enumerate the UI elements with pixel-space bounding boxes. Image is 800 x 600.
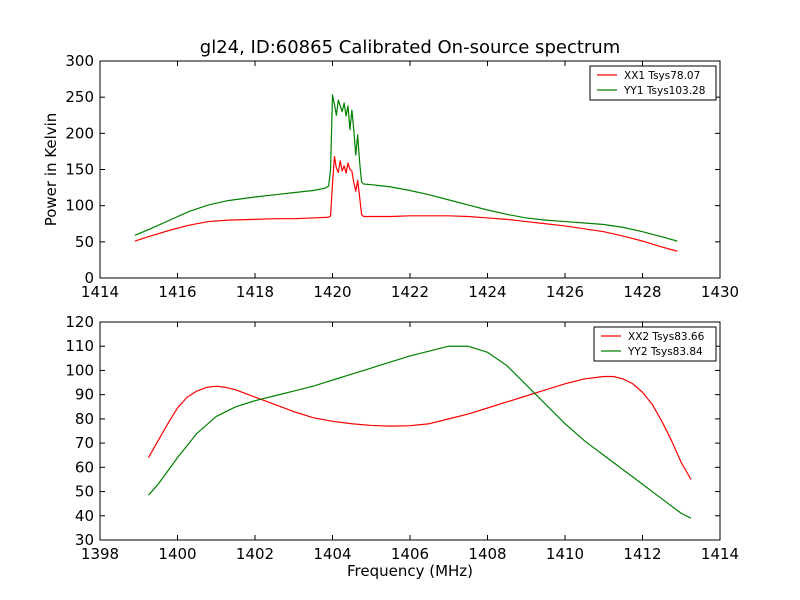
legend-label: YY2 Tsys83.84	[627, 346, 703, 358]
x-tick-label: 1424	[468, 283, 506, 301]
x-tick-label: 1408	[468, 545, 506, 563]
y-tick-label: 90	[75, 386, 94, 404]
series-line-xx1	[134, 155, 678, 252]
y-tick-label: 50	[75, 483, 94, 501]
x-tick-label: 1430	[701, 283, 739, 301]
x-axis-label: Frequency (MHz)	[347, 562, 473, 580]
x-tick-label: 1416	[158, 283, 196, 301]
legend: XX1 Tsys78.07 YY1 Tsys103.28	[589, 65, 717, 101]
bottom-panel: 1398 1400 1402 1404 1406 1408 1410 1412 1414 30 40…	[65, 313, 739, 563]
y-tick-label: 100	[65, 361, 94, 379]
x-tick-label: 1422	[391, 283, 429, 301]
figure-title: gl24, ID:60865 Calibrated On-source spec…	[200, 37, 620, 58]
y-tick-label: 80	[75, 410, 94, 428]
x-tick-label: 1414	[81, 283, 119, 301]
x-tick-label: 1418	[236, 283, 274, 301]
y-tick-label: 150	[65, 161, 94, 179]
series-line-xx2	[147, 375, 692, 480]
series-line-yy1	[134, 94, 678, 242]
y-tick-label: 110	[65, 337, 94, 355]
y-tick-label: 100	[65, 197, 94, 215]
legend-label: YY1 Tsys103.28	[623, 85, 705, 97]
x-tick-label: 1402	[236, 545, 274, 563]
y-tick-label: 30	[75, 531, 94, 549]
y-tick-label: 200	[65, 124, 94, 142]
x-tick-label: 1398	[81, 545, 119, 563]
legend-box	[593, 326, 717, 362]
y-axis-label: Power in Kelvin	[42, 113, 60, 227]
x-tick-label: 1428	[623, 283, 661, 301]
y-tick-label: 50	[75, 233, 94, 251]
legend-label: XX2 Tsys83.66	[628, 331, 705, 343]
legend: XX2 Tsys83.66 YY2 Tsys83.84	[593, 326, 717, 362]
x-tick-label: 1426	[546, 283, 584, 301]
y-tick-label: 300	[65, 52, 94, 70]
x-tick-label: 1420	[313, 283, 351, 301]
x-tick-label: 1410	[546, 545, 584, 563]
x-tick-label: 1400	[158, 545, 196, 563]
y-tick-label: 40	[75, 507, 94, 525]
y-tick-label: 250	[65, 88, 94, 106]
top-panel: 1414 1416 1418 1420 1422 1424 1426 1428 1430 0 50 1…	[42, 52, 739, 301]
x-tick-label: 1414	[701, 545, 739, 563]
y-tick-label: 120	[65, 313, 94, 331]
y-tick-label: 0	[84, 269, 94, 287]
x-tick-label: 1406	[391, 545, 429, 563]
legend-box	[589, 65, 717, 101]
legend-label: XX1 Tsys78.07	[624, 70, 700, 82]
y-tick-label: 70	[75, 434, 94, 452]
x-tick-label: 1412	[623, 545, 661, 563]
y-tick-label: 60	[75, 458, 94, 476]
series-line-yy2	[147, 345, 692, 519]
x-tick-label: 1404	[313, 545, 351, 563]
